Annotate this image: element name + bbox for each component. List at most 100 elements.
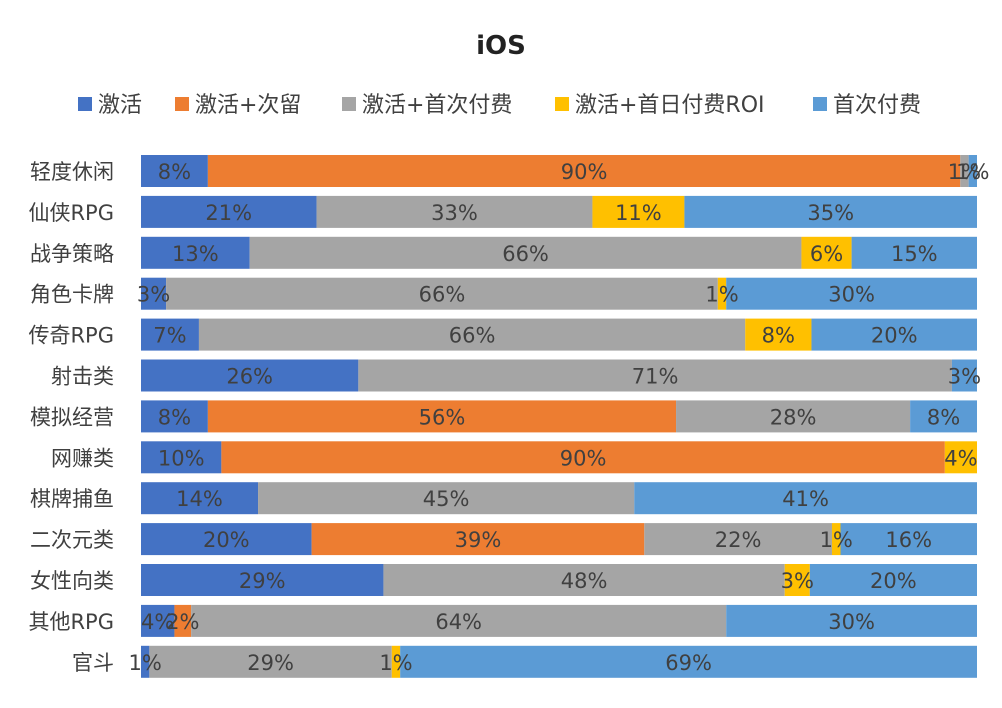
data-label: 3% [948,365,981,389]
data-label: 39% [455,528,502,552]
bar-segment [149,645,392,678]
category-label: 模拟经营 [30,405,114,429]
bar-segment [174,604,192,637]
legend-label: 激活+次留 [195,93,301,118]
data-label: 20% [870,569,917,593]
data-label: 48% [561,569,608,593]
data-label: 21% [205,201,252,225]
category-label: 其他RPG [28,610,114,634]
bar-segment [141,236,250,269]
data-label: 41% [782,487,829,511]
category-label: 二次元类 [30,528,114,552]
data-label: 14% [176,487,223,511]
category-label: 射击类 [51,365,114,389]
data-label: 28% [770,405,817,429]
bar-segment [141,645,150,678]
bar-segment [726,604,977,637]
bar-segment [221,441,945,474]
data-label: 4% [141,610,174,634]
bar-segment [592,195,685,228]
category-label: 战争策略 [30,242,114,266]
category-label: 网赚类 [51,446,114,470]
chart-title: iOS [476,31,526,61]
bar-segment [141,318,199,351]
bar-segment [166,277,718,310]
data-label: 15% [891,242,938,266]
bar-segment [910,400,977,433]
data-label: 90% [561,160,608,184]
bar-segment [358,359,952,392]
data-label: 1% [820,528,853,552]
data-label: 90% [560,446,607,470]
legend-label: 激活+首次付费 [362,93,512,118]
data-label: 16% [885,528,932,552]
bar-segment [141,277,167,310]
bar-segment [191,604,727,637]
data-label: 20% [203,528,250,552]
data-label: 6% [810,242,843,266]
bar-segment [311,523,645,556]
data-label: 30% [828,610,875,634]
data-label: 33% [431,201,478,225]
bar-segment [141,441,222,474]
data-label: 8% [158,405,191,429]
data-label: 35% [807,201,854,225]
bar-segment [745,318,812,351]
data-label: 2% [166,610,199,634]
data-label: 26% [226,365,273,389]
bar-segment [840,523,977,556]
data-label: 45% [423,487,470,511]
data-label: 1% [956,160,989,184]
bar-segment [141,564,384,596]
data-label: 1% [379,651,412,675]
legend: 激活 激活+次留 激活+首次付费 激活+首日付费ROI 首次付费 [78,93,921,118]
bar-segment [316,195,593,228]
bar-segment [141,523,312,556]
legend-label: 激活 [98,93,142,118]
legend-label: 激活+首日付费ROI [575,93,765,118]
bar-segment [141,400,208,433]
bar-segment [717,277,727,310]
data-label: 1% [948,160,981,184]
bar-segment [801,236,852,269]
bar-segment [726,277,977,310]
legend-label: 首次付费 [833,93,921,118]
data-label: 10% [158,446,205,470]
data-label: 11% [615,201,662,225]
category-label: 官斗 [72,651,114,675]
bar-segment [249,236,802,269]
legend-swatch [342,97,356,111]
category-label: 女性向类 [30,569,114,593]
data-label: 8% [762,324,795,348]
data-label: 3% [781,569,814,593]
data-label: 8% [927,405,960,429]
bar-segment [811,318,977,351]
data-label: 56% [419,405,466,429]
data-label: 64% [435,610,482,634]
bar-segment [684,195,977,228]
legend-swatch [175,97,189,111]
category-label: 棋牌捕鱼 [30,487,114,511]
bar-segment [944,441,977,474]
legend-swatch [555,97,569,111]
bar-segment [141,604,175,637]
bar-segment [141,195,317,228]
bar-segment [831,523,841,556]
data-label: 30% [828,283,875,307]
data-label: 71% [632,365,679,389]
bar-segment [960,155,969,187]
data-label: 66% [419,283,466,307]
category-label: 仙侠RPG [28,201,114,225]
data-label: 7% [153,324,186,348]
bar-segment [258,482,635,515]
data-label: 66% [502,242,549,266]
bar-segment [198,318,746,351]
category-label: 传奇RPG [28,324,114,348]
data-labels: 8% 90% 1%1%21% 33% 11% 35%13% 66% 6% 15%3% 66% 1% 3… [129,160,990,675]
data-label: 1% [705,283,738,307]
data-label: 66% [449,324,496,348]
category-label: 轻度休闲 [30,160,114,184]
data-label: 29% [239,569,286,593]
bar-segment [207,400,677,433]
